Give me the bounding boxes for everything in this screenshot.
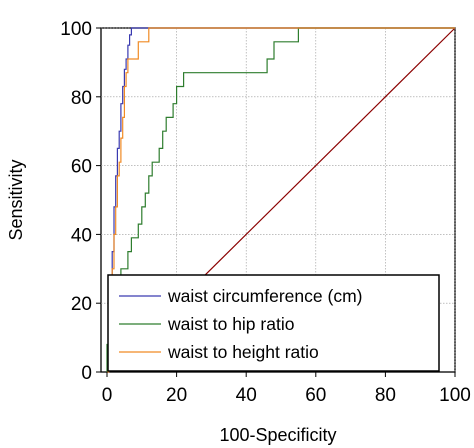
legend-label-waist-circumference: waist circumference (cm) <box>167 286 362 306</box>
y-tick-label: 100 <box>60 19 92 40</box>
legend-label-waist-to-height: waist to height ratio <box>167 342 319 362</box>
x-tick-label: 60 <box>305 385 326 406</box>
legend-label-waist-to-hip: waist to hip ratio <box>167 314 294 334</box>
y-tick-label: 60 <box>71 157 92 178</box>
legend: waist circumference (cm) waist to hip ra… <box>107 274 440 372</box>
y-axis-title: Sensitivity <box>6 159 26 240</box>
x-tick-label: 20 <box>166 385 187 406</box>
x-axis-title: 100-Specificity <box>219 425 336 445</box>
y-tick-label: 20 <box>71 294 92 315</box>
grid-lines <box>101 27 456 372</box>
x-tick-label: 40 <box>236 385 257 406</box>
legend-box <box>107 274 440 372</box>
x-tick-label: 80 <box>375 385 396 406</box>
y-tick-label: 80 <box>71 88 92 109</box>
x-tick-label: 0 <box>102 385 113 406</box>
x-tick-label: 100 <box>439 385 471 406</box>
y-tick-label: 0 <box>81 363 92 384</box>
y-tick-label: 40 <box>71 225 92 246</box>
axis-ticks: 0 20 40 60 80 100 0 20 40 60 80 100 <box>60 19 471 406</box>
